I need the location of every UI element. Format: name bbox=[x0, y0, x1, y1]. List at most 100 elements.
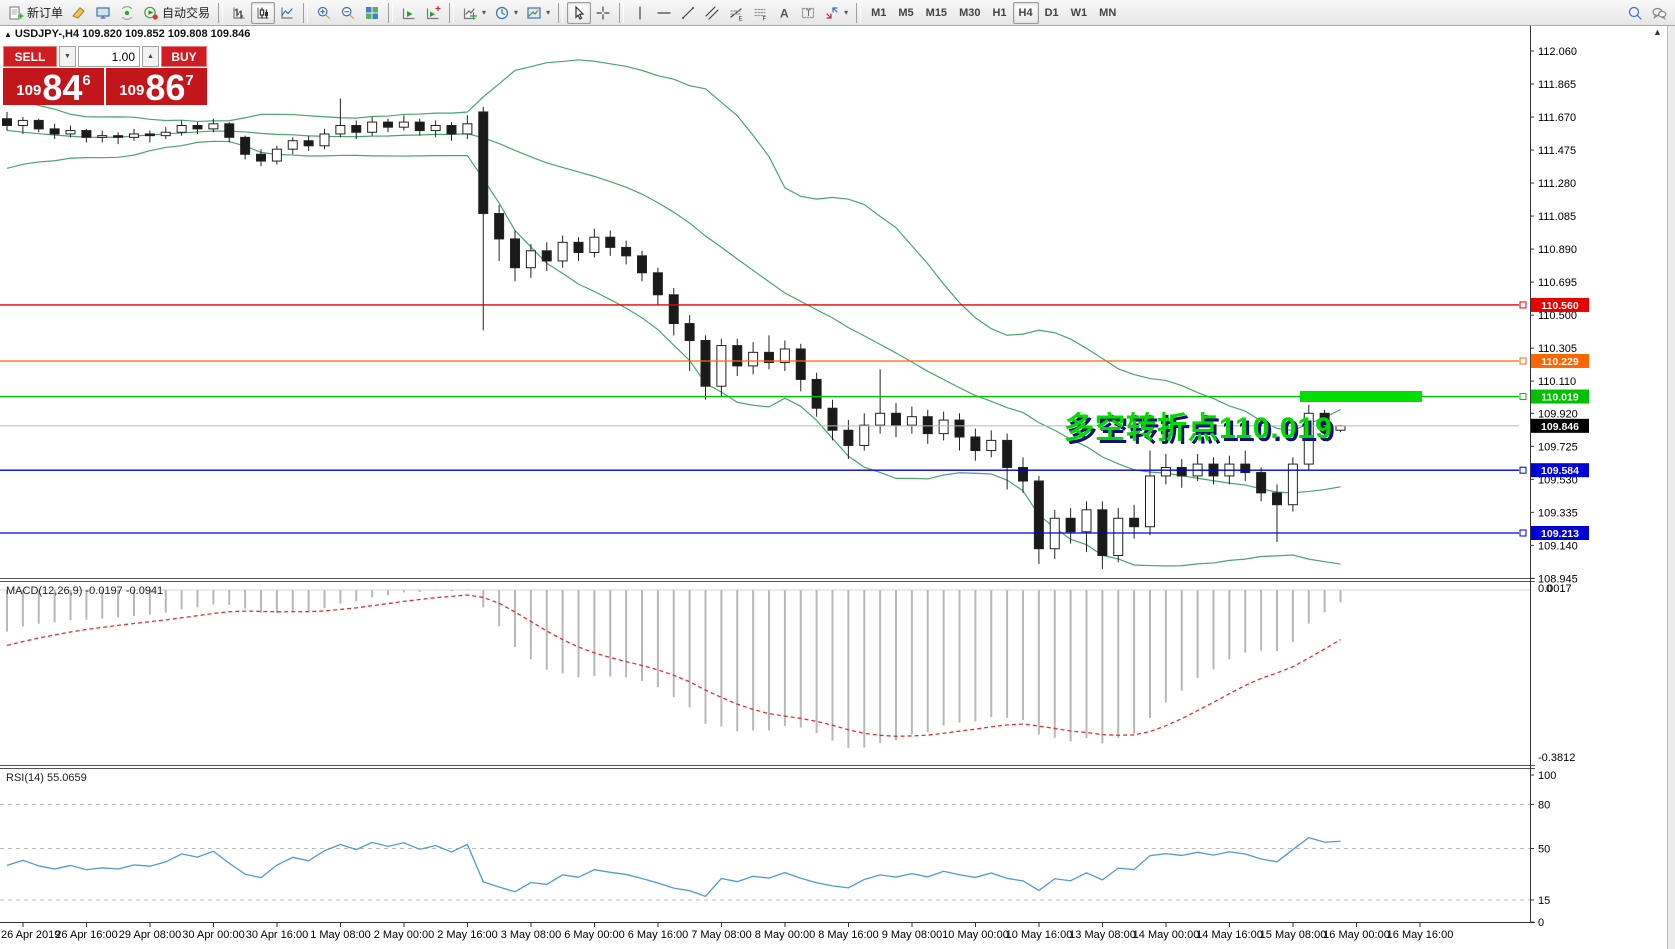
timeframe-M30-button[interactable]: M30 bbox=[953, 2, 986, 24]
collapse-icon[interactable]: ▲ bbox=[4, 30, 12, 39]
svg-text:8 May 00:00: 8 May 00:00 bbox=[755, 929, 816, 941]
symbol-info: ▲ USDJPY-,H4 109.820 109.852 109.808 109.… bbox=[4, 28, 250, 40]
bull-candle bbox=[65, 130, 76, 135]
svg-text:80: 80 bbox=[1538, 799, 1550, 811]
toolbar-vertical-line-button[interactable] bbox=[628, 2, 652, 24]
toolbar-trendline-button[interactable] bbox=[676, 2, 700, 24]
price-badge-109.846 bbox=[1531, 418, 1589, 433]
timeframe-MN-button[interactable]: MN bbox=[1093, 2, 1122, 24]
toolbar-templates-button[interactable]: ▾ bbox=[522, 2, 554, 24]
bull-candle bbox=[525, 250, 536, 269]
scroll-to-end-marker-icon[interactable]: ▲ bbox=[1653, 27, 1662, 37]
dropdown-caret-icon: ▾ bbox=[546, 8, 551, 17]
bear-candle bbox=[2, 118, 12, 126]
svg-text:F: F bbox=[763, 16, 767, 21]
bear-candle bbox=[33, 119, 44, 130]
toolbar-fibonacci-button[interactable]: E bbox=[724, 2, 748, 24]
sell-price-display[interactable]: 109 84 6 bbox=[3, 67, 104, 108]
hline-icon bbox=[656, 5, 672, 21]
timeframe-W1-button[interactable]: W1 bbox=[1065, 2, 1094, 24]
button-label: D1 bbox=[1044, 6, 1059, 19]
toolbar-news-button[interactable] bbox=[115, 2, 139, 24]
bull-candle bbox=[1335, 425, 1346, 431]
bear-candle bbox=[1065, 517, 1076, 533]
timeframe-M5-button[interactable]: M5 bbox=[892, 2, 919, 24]
toolbar-grid-button[interactable]: F bbox=[748, 2, 772, 24]
toolbar-chart-shift-button[interactable] bbox=[421, 2, 445, 24]
toolbar-zoom-out-button[interactable] bbox=[336, 2, 360, 24]
bull-candle bbox=[129, 133, 139, 138]
button-label: M5 bbox=[898, 6, 914, 19]
sell-price-pips: 84 bbox=[42, 67, 83, 108]
svg-text:15: 15 bbox=[1538, 895, 1550, 907]
toolbar-auto-scroll-button[interactable] bbox=[397, 2, 421, 24]
clock-icon bbox=[494, 5, 510, 21]
label-t-icon: T bbox=[800, 5, 816, 21]
template-icon bbox=[526, 5, 542, 21]
timeframe-M1-button[interactable]: M1 bbox=[865, 2, 892, 24]
toolbar-data-window-button[interactable] bbox=[91, 2, 115, 24]
buy-button[interactable]: BUY bbox=[161, 46, 207, 67]
toolbar-separator bbox=[558, 2, 564, 23]
bar-chart-icon bbox=[231, 5, 247, 21]
svg-text:T: T bbox=[806, 8, 812, 18]
timeframe-H1-button[interactable]: H1 bbox=[986, 2, 1012, 24]
bull-candle bbox=[986, 439, 997, 452]
annotation-highlight-rect[interactable] bbox=[1300, 391, 1422, 402]
toolbar-new-order-button[interactable]: 新订单 bbox=[4, 2, 67, 24]
toolbar-horizontal-line-button[interactable] bbox=[652, 2, 676, 24]
candlestick-icon bbox=[255, 5, 271, 21]
buy-price-display[interactable]: 109 86 7 bbox=[106, 68, 207, 106]
timeframe-H4-button[interactable]: H4 bbox=[1012, 1, 1039, 24]
toolbar-cursor-button[interactable] bbox=[567, 1, 592, 24]
toolbar-text-label-button[interactable]: T bbox=[796, 2, 820, 24]
sell-button[interactable]: SELL bbox=[3, 46, 57, 67]
toolbar-candlestick-chart-button[interactable] bbox=[251, 1, 276, 24]
volume-decrease-button[interactable]: ▼ bbox=[59, 46, 76, 67]
bear-candle bbox=[970, 436, 981, 452]
price-axis[interactable]: 112.060 111.865 111.670 111.475 111.280 111.0… bbox=[1530, 46, 1578, 585]
toolbar-bar-chart-button[interactable] bbox=[227, 2, 251, 24]
toolbar-line-chart-button[interactable] bbox=[275, 2, 299, 24]
toolbar-auto-trading-button[interactable]: 自动交易 bbox=[139, 2, 214, 24]
button-label: W1 bbox=[1070, 6, 1088, 19]
svg-text:109.213: 109.213 bbox=[1541, 528, 1579, 540]
svg-text:109.846: 109.846 bbox=[1541, 421, 1579, 433]
toolbar-periods-button[interactable]: ▾ bbox=[490, 2, 522, 24]
toolbar-text-button[interactable]: A bbox=[772, 2, 796, 24]
toolbar-indicators-button[interactable]: ▾ bbox=[458, 2, 490, 24]
search-icon bbox=[1627, 5, 1643, 21]
sell-price-point: 6 bbox=[82, 72, 91, 89]
toolbar-styler-button[interactable] bbox=[67, 2, 91, 24]
bull-candle bbox=[589, 236, 600, 253]
dropdown-caret-icon: ▾ bbox=[482, 8, 487, 17]
toolbar-arrows-button[interactable]: ▾ bbox=[820, 2, 852, 24]
toolbar-zoom-in-button[interactable] bbox=[312, 2, 336, 24]
bull-candle bbox=[287, 140, 298, 150]
bear-candle bbox=[494, 213, 505, 240]
timeframe-M15-button[interactable]: M15 bbox=[920, 2, 953, 24]
volume-increase-button[interactable]: ▲ bbox=[142, 46, 159, 67]
svg-text:112.060: 112.060 bbox=[1538, 46, 1577, 58]
level-marker bbox=[1519, 529, 1527, 537]
bear-candle bbox=[891, 412, 901, 426]
toolbar-chat-button[interactable] bbox=[1647, 2, 1671, 24]
bear-candle bbox=[81, 130, 92, 138]
toolbar-search-button[interactable] bbox=[1623, 2, 1647, 24]
bull-candle bbox=[160, 131, 171, 137]
one-click-trade-panel: SELL ▼ ▲ BUY 109 84 6 109 86 7 bbox=[3, 46, 207, 108]
level-lines[interactable] bbox=[0, 301, 1527, 537]
price-badge-110.560 bbox=[1531, 297, 1589, 312]
svg-text:0: 0 bbox=[1546, 583, 1552, 595]
toolbar-crosshair-button[interactable] bbox=[591, 2, 615, 24]
toolbar-tile-windows-button[interactable] bbox=[360, 2, 384, 24]
timeframe-D1-button[interactable]: D1 bbox=[1039, 2, 1065, 24]
volume-input[interactable] bbox=[78, 46, 140, 67]
chat-icon bbox=[1651, 5, 1667, 21]
macd-indicator-label: MACD(12,26,9) -0.0197 -0.0941 bbox=[6, 585, 164, 597]
toolbar-equidistant-channel-button[interactable] bbox=[700, 2, 724, 24]
chart-text-annotation[interactable]: 多空转折点110.019 bbox=[1064, 412, 1333, 445]
button-label: M15 bbox=[925, 6, 948, 19]
